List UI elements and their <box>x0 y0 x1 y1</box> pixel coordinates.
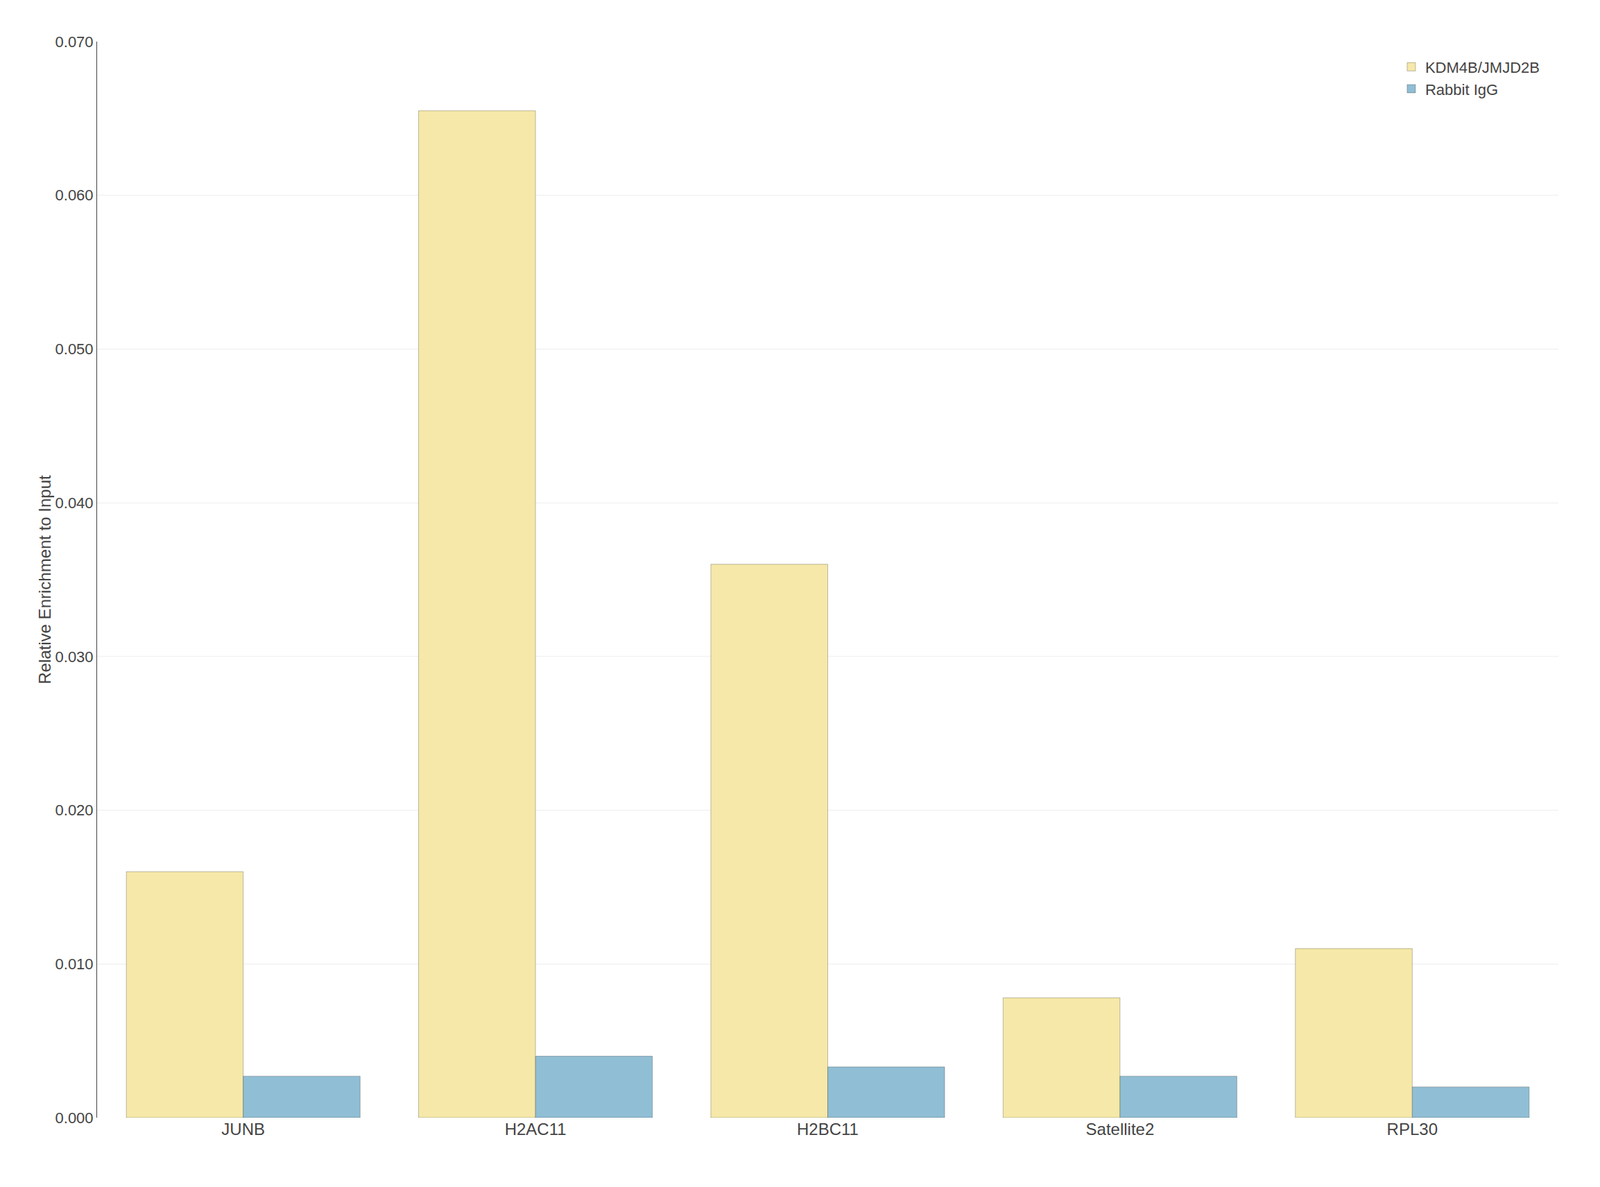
svg-text:0.020: 0.020 <box>55 801 94 820</box>
svg-text:RPL30: RPL30 <box>1387 1120 1438 1139</box>
svg-text:0.070: 0.070 <box>55 33 94 51</box>
svg-text:H2AC11: H2AC11 <box>504 1120 567 1139</box>
svg-text:Rabbit IgG: Rabbit IgG <box>1425 81 1499 99</box>
svg-text:KDM4B/JMJD2B: KDM4B/JMJD2B <box>1425 58 1540 77</box>
svg-text:Satellite2: Satellite2 <box>1086 1120 1155 1139</box>
svg-text:0.040: 0.040 <box>55 494 94 512</box>
svg-text:0.050: 0.050 <box>55 340 94 358</box>
svg-text:H2BC11: H2BC11 <box>796 1120 859 1139</box>
svg-text:0.060: 0.060 <box>55 186 94 204</box>
svg-text:0.010: 0.010 <box>55 955 94 974</box>
svg-text:Relative Enrichment to Input: Relative Enrichment to Input <box>35 475 55 685</box>
svg-text:0.030: 0.030 <box>55 648 94 666</box>
svg-text:JUNB: JUNB <box>221 1120 265 1139</box>
svg-text:0.000: 0.000 <box>55 1109 94 1128</box>
